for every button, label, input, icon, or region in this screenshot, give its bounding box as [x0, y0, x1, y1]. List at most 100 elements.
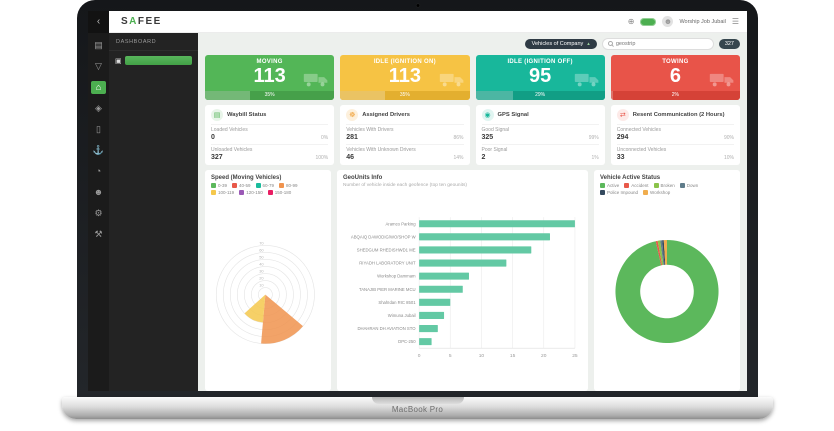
truck-watermark-icon	[709, 73, 734, 87]
status-card-value: 6	[669, 65, 681, 87]
svg-text:TANAJIB PIER MARINE MCU: TANAJIB PIER MARINE MCU	[359, 287, 416, 292]
svg-text:10: 10	[259, 283, 264, 288]
laptop-notch	[371, 397, 464, 404]
user-icon[interactable]: ☻	[93, 187, 104, 197]
status-card-towing[interactable]: TOWING 6 2%	[610, 55, 740, 100]
progress-fill	[205, 91, 251, 100]
svg-text:40: 40	[259, 262, 264, 267]
stat-percent: 10%	[723, 154, 734, 161]
brand-logo: SAFEE	[121, 16, 162, 27]
laptop-bezel: ‹ SAFEE ⊕ ☻ Worship Job Jubail ☰ ▤ ▽ ⌂ ◈ ▯ ⚓ ◔…	[77, 0, 758, 398]
vehicle-status-donut-chart	[600, 197, 734, 386]
layers-icon[interactable]: ◈	[95, 103, 102, 113]
avatar[interactable]: ☻	[662, 16, 674, 27]
svg-text:5: 5	[449, 353, 452, 359]
status-card-label: TOWING	[662, 59, 689, 65]
stat-card-title: GPS Signal	[497, 112, 529, 118]
search-input[interactable]	[615, 40, 708, 47]
svg-text:Wimuna Jubail: Wimuna Jubail	[388, 313, 416, 318]
bar-chart-svg: 0 5 10 15 20 25 Aramco Parking ABQAIQ DAWODIG/W…	[351, 217, 578, 359]
stat-card-title: Waybill Status	[227, 112, 267, 118]
tools-icon[interactable]: ⚒	[94, 229, 103, 239]
brand-letter: S	[121, 16, 130, 27]
status-card-progress: 35%	[340, 91, 470, 100]
collapse-sidebar-button[interactable]: ‹	[88, 11, 109, 33]
legend-item: Accident	[624, 183, 649, 188]
svg-text:DHAHRAN DH AVIATION STO: DHAHRAN DH AVIATION STO	[357, 326, 416, 331]
anchor-icon[interactable]: ⚓	[92, 145, 105, 155]
main-content: Vehicles of Company ▴ 327 MOVING 113	[198, 33, 747, 391]
status-card-idle-off[interactable]: IDLE (IGNITION OFF) 95 29%	[475, 55, 605, 100]
stat-value: 2	[481, 153, 486, 161]
gps-icon: ◉	[481, 109, 494, 121]
speed-polar-chart: 10 20 30 40 50 60 70	[211, 197, 325, 386]
monitor-icon[interactable]: ▤	[94, 40, 103, 50]
filter-toolbar: Vehicles of Company ▴ 327	[205, 37, 740, 50]
legend-item: 0-39	[211, 183, 227, 188]
menu-icon[interactable]: ☰	[731, 17, 739, 26]
svg-text:60: 60	[259, 248, 264, 253]
stat-row: Unloaded Vehicles 327 100%	[211, 143, 329, 164]
filter-icon[interactable]: ▽	[95, 61, 102, 71]
status-card-value: 95	[529, 65, 552, 87]
user-name: Worship Job Jubail	[679, 18, 726, 25]
speed-legend: 0-39 40-59 60-79 80-99 100-119 120-150 150-180	[211, 183, 325, 195]
stat-value: 46	[346, 153, 355, 161]
locate-icon[interactable]: ⊕	[627, 17, 635, 26]
brand-letters: FEE	[137, 16, 162, 27]
svg-text:SHEDGUM RHEDISHWD1 ME: SHEDGUM RHEDISHWD1 ME	[357, 248, 416, 253]
gauge-icon[interactable]: ◔	[95, 166, 102, 176]
vehicle-status-legend: Active Accident Broken Down Police Impound Wo…	[600, 183, 734, 195]
stat-row: Good Signal 325 99%	[481, 124, 599, 144]
stat-card-drivers: ☸ Assigned Drivers Vehicles With Drivers…	[340, 105, 470, 165]
search-box[interactable]	[601, 37, 714, 50]
stat-row: Vehicles With Drivers 281 86%	[346, 124, 464, 144]
progress-fill	[610, 91, 614, 100]
stat-card-title: Assigned Drivers	[362, 112, 410, 118]
stat-card-title: Resent Communication (2 Hours)	[632, 112, 725, 118]
stat-percent: 14%	[453, 154, 464, 161]
battery-icon[interactable]: ▯	[96, 124, 101, 134]
progress-fill	[340, 91, 386, 100]
svg-text:DPC-250: DPC-250	[398, 339, 416, 344]
legend-item: 150-180	[267, 190, 291, 195]
svg-text:Workshop Dammam: Workshop Dammam	[377, 274, 416, 279]
webcam-icon	[416, 4, 419, 7]
legend-item: Active	[600, 183, 619, 188]
home-icon[interactable]: ⌂	[91, 81, 106, 94]
stat-value: 294	[616, 134, 629, 141]
company-dropdown[interactable]: Vehicles of Company ▴	[524, 38, 597, 49]
steering-wheel-icon: ☸	[346, 109, 359, 121]
stat-row: Vehicles With Unknown Drivers 46 14%	[346, 143, 464, 164]
stat-card-communication: ⇄ Resent Communication (2 Hours) Connect…	[610, 105, 740, 165]
status-card-label: IDLE (IGNITION OFF)	[507, 59, 573, 65]
company-dropdown-label: Vehicles of Company	[531, 40, 584, 47]
chart-title: Vehicle Active Status	[600, 175, 661, 181]
svg-text:70: 70	[259, 241, 264, 246]
panel-title: DASHBOARD	[109, 33, 198, 51]
svg-text:30: 30	[259, 269, 264, 274]
stat-card-waybill: ▤ Waybill Status Loaded Vehicles 0 0% Un…	[205, 105, 335, 165]
chart-title: GeoUnits Info	[343, 175, 383, 181]
status-card-moving[interactable]: MOVING 113 35%	[205, 55, 335, 100]
charts-row: Speed (Moving Vehicles) 0-39 40-59 60-79 80…	[205, 170, 740, 391]
settings-icon[interactable]: ⚙	[94, 208, 103, 218]
stat-row: Connected Vehicles 294 90%	[616, 124, 734, 144]
stat-row: Loaded Vehicles 0 0%	[211, 124, 329, 144]
fleet-progress-bar	[124, 56, 192, 65]
stat-percent: 1%	[591, 154, 599, 161]
status-card-percent: 29%	[535, 92, 546, 98]
stat-label: Vehicles With Unknown Drivers	[346, 146, 416, 153]
stat-row: Unconnected Vehicles 33 10%	[616, 143, 734, 164]
status-card-label: IDLE (IGNITION ON)	[373, 59, 436, 65]
stat-label: Vehicles With Drivers	[346, 127, 394, 133]
progress-fill	[475, 91, 513, 100]
status-card-idle-on[interactable]: IDLE (IGNITION ON) 113 35%	[340, 55, 470, 100]
stat-card-gps: ◉ GPS Signal Good Signal 325 99% Poor Si…	[475, 105, 605, 165]
fleet-group-item[interactable]: ▣	[109, 51, 198, 70]
svg-text:Aramco Parking: Aramco Parking	[385, 221, 416, 226]
icon-sidebar: ▤ ▽ ⌂ ◈ ▯ ⚓ ◔ ☻ ⚙ ⚒	[88, 33, 109, 391]
status-card-percent: 35%	[399, 92, 410, 98]
donut-chart-svg	[615, 239, 719, 344]
